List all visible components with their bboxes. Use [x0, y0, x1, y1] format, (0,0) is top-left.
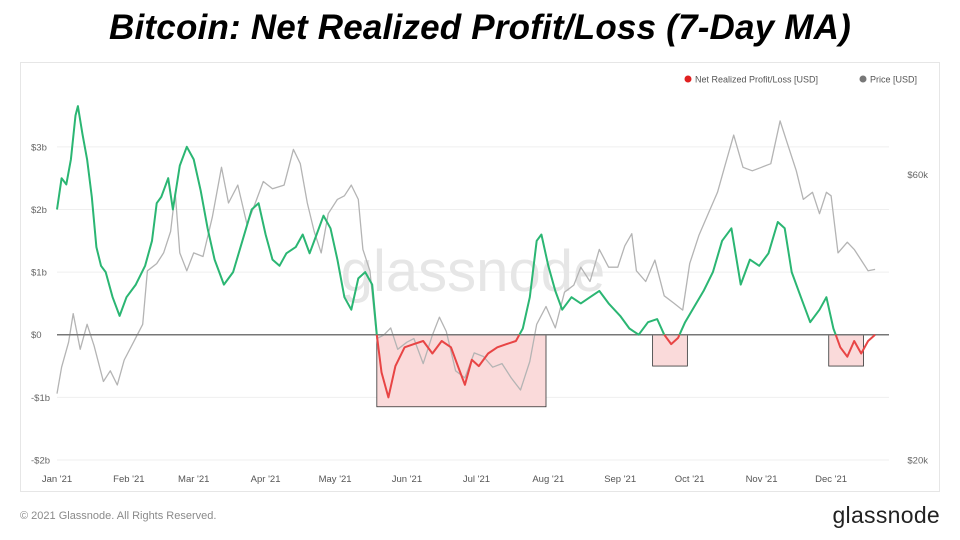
price-series: [56, 120, 876, 394]
x-tick-label: Sep '21: [604, 474, 636, 485]
y-left-tick-label: $0: [31, 330, 42, 341]
price-line: [56, 120, 876, 394]
x-tick-label: Dec '21: [815, 474, 847, 485]
net-pl-profit-segment: [518, 233, 666, 336]
net-pl-loss-segment: [375, 334, 521, 399]
y-axis-left-ticks: -$2b -$1b $0 $1b $2b $3b: [31, 142, 50, 466]
chart-svg: glassnode -$2b -$1b $0 $1b $2b $3b $20k $60k J…: [31, 75, 928, 486]
y-left-tick-label: $1b: [31, 268, 47, 279]
glassnode-logo: glassnode: [832, 502, 940, 528]
legend-item-net-realized-pl[interactable]: Net Realized Profit/Loss [USD]: [684, 75, 819, 85]
x-tick-label: Jan '21: [42, 474, 72, 485]
x-tick-label: Mar '21: [178, 474, 209, 485]
legend-label-price: Price [USD]: [870, 75, 917, 85]
x-axis-ticks: Jan '21 Feb '21 Mar '21 Apr '21 May '21 Jun '…: [42, 474, 847, 485]
x-tick-label: May '21: [319, 474, 352, 485]
chart-frame: glassnode -$2b -$1b $0 $1b $2b $3b $20k $60k J…: [20, 62, 940, 492]
net-pl-profit-segment: [56, 105, 378, 335]
y-left-tick-label: $2b: [31, 205, 47, 216]
y-right-tick-label: $20k: [907, 456, 928, 467]
legend-dot-net-realized-pl: [684, 75, 692, 83]
legend-item-price[interactable]: Price [USD]: [859, 75, 918, 85]
x-tick-label: Nov '21: [746, 474, 778, 485]
net-pl-profit-segment: [678, 221, 837, 336]
legend-dot-price: [859, 75, 867, 83]
y-axis-right-ticks: $20k $60k: [907, 170, 928, 467]
watermark-glassnode: glassnode: [341, 239, 605, 304]
x-tick-label: Jul '21: [463, 474, 490, 485]
x-tick-label: Apr '21: [251, 474, 281, 485]
legend-label-net-realized-pl: Net Realized Profit/Loss [USD]: [695, 75, 818, 85]
x-tick-label: Jun '21: [392, 474, 422, 485]
x-tick-label: Aug '21: [532, 474, 564, 485]
net-realized-pl-series: [56, 105, 876, 399]
net-pl-loss-segment: [834, 333, 876, 358]
loss-highlight-box-2: [652, 334, 688, 367]
legend: Net Realized Profit/Loss [USD] Price [US…: [684, 75, 918, 85]
x-tick-label: Feb '21: [113, 474, 144, 485]
loss-highlight-box-3: [828, 334, 864, 367]
y-left-tick-label: -$2b: [31, 456, 50, 467]
x-tick-label: Oct '21: [675, 474, 705, 485]
y-left-tick-label: -$1b: [31, 393, 50, 404]
net-pl-loss-segment: [663, 334, 681, 346]
copyright-text: © 2021 Glassnode. All Rights Reserved.: [20, 510, 217, 522]
y-right-tick-label: $60k: [907, 170, 928, 181]
page-title: Bitcoin: Net Realized Profit/Loss (7-Day…: [109, 8, 851, 47]
y-left-tick-label: $3b: [31, 142, 47, 153]
